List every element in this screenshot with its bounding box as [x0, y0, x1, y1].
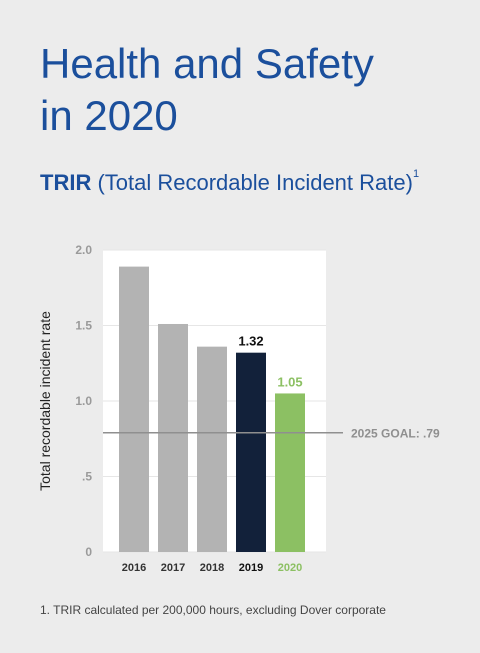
- x-tick-label: 2018: [200, 562, 224, 574]
- bar-2019: [236, 352, 266, 552]
- trir-bar-chart: 0 .5 1.0 1.5 2.0 Total recordable incident ra…: [37, 243, 440, 574]
- goal-label: 2025 GOAL: .79: [351, 427, 440, 441]
- x-tick-label: 2016: [122, 562, 146, 574]
- chart-subtitle: TRIR (Total Recordable Incident Rate)1: [40, 168, 420, 196]
- x-tick-label: 2020: [278, 562, 302, 574]
- y-tick-label: 1.5: [75, 319, 92, 333]
- bar-2016: [119, 266, 149, 552]
- y-tick-label: 0: [85, 545, 92, 559]
- bar-data-label: 1.32: [238, 334, 263, 349]
- title-line-2: in 2020: [40, 92, 178, 139]
- title-line-1: Health and Safety: [40, 40, 374, 87]
- footnote: 1. TRIR calculated per 200,000 hours, ex…: [40, 603, 386, 617]
- bar-2017: [158, 323, 188, 552]
- x-tick-label: 2017: [161, 562, 185, 574]
- y-tick-label: 2.0: [75, 243, 92, 257]
- subtitle-description: (Total Recordable Incident Rate): [91, 170, 413, 195]
- bar-data-label: 1.05: [277, 374, 302, 389]
- y-tick-label: 1.0: [75, 394, 92, 408]
- bar-2018: [197, 346, 227, 552]
- y-tick-label: .5: [82, 470, 92, 484]
- y-axis-label: Total recordable incident rate: [37, 311, 53, 491]
- bar-2020: [275, 393, 305, 552]
- subtitle-acronym: TRIR: [40, 170, 92, 195]
- page-title: Health and Safety in 2020: [40, 38, 374, 142]
- subtitle-footnote-mark: 1: [412, 168, 420, 180]
- x-tick-label: 2019: [239, 562, 263, 574]
